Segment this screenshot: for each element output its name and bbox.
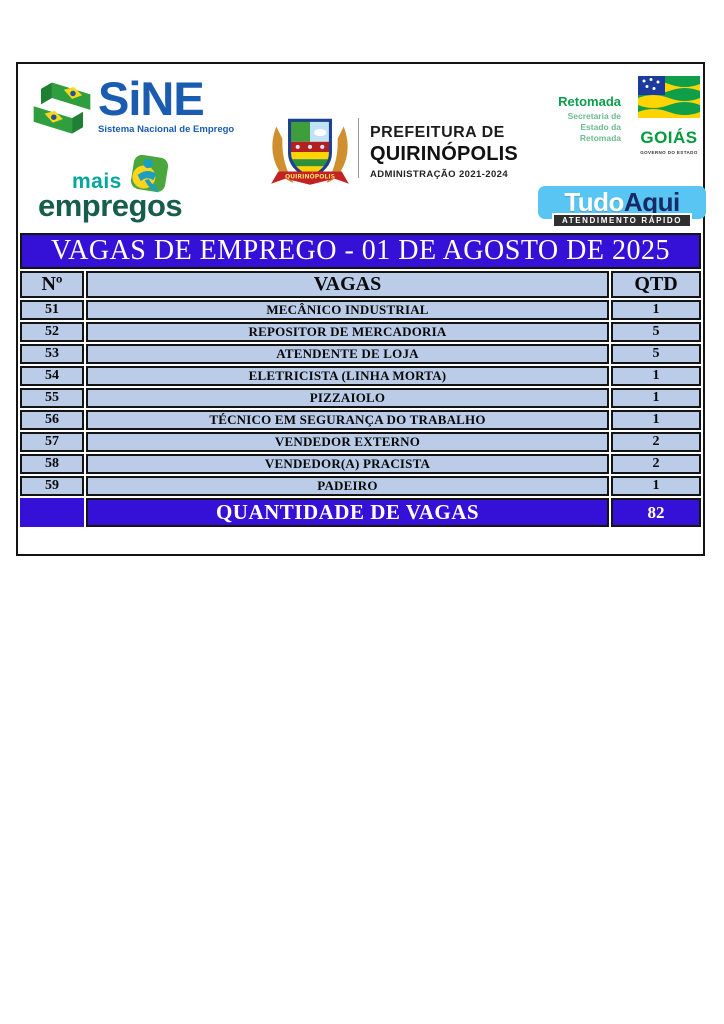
row-vaga-cell: PIZZAIOLO <box>86 388 609 408</box>
row-vaga-cell: PADEIRO <box>86 476 609 496</box>
retomada-subtitle: Secretaria de Estado da Retomada <box>521 111 621 144</box>
row-qtd-cell: 1 <box>611 300 701 320</box>
column-header-vagas: VAGAS <box>86 271 609 298</box>
row-number-cell: 56 <box>20 410 84 430</box>
row-vaga-cell: ATENDENTE DE LOJA <box>86 344 609 364</box>
row-vaga-cell: TÉCNICO EM SEGURANÇA DO TRABALHO <box>86 410 609 430</box>
row-number-cell: 51 <box>20 300 84 320</box>
footer-total-label: QUANTIDADE DE VAGAS <box>86 498 609 527</box>
row-number-cell: 59 <box>20 476 84 496</box>
retomada-title: Retomada <box>558 94 621 109</box>
goias-subtitle: GOVERNO DO ESTADO <box>640 150 698 155</box>
row-vaga-cell: MECÂNICO INDUSTRIAL <box>86 300 609 320</box>
retomada-sub-line: Secretaria de <box>567 111 621 121</box>
row-number-cell: 58 <box>20 454 84 474</box>
table-row: 55 PIZZAIOLO 1 <box>20 388 701 408</box>
prefeitura-line2: QUIRINÓPOLIS <box>370 143 518 165</box>
table-row: 59 PADEIRO 1 <box>20 476 701 496</box>
table-footer-row: QUANTIDADE DE VAGAS 82 <box>20 498 701 527</box>
prefeitura-text-block: PREFEITURA DE QUIRINÓPOLIS ADMINISTRAÇÃO… <box>370 124 518 180</box>
sine-text-block: SiNE Sistema Nacional de Emprego <box>98 72 235 135</box>
row-number-cell: 54 <box>20 366 84 386</box>
logo-header: SiNE Sistema Nacional de Emprego mais <box>18 64 706 232</box>
footer-blank-cell <box>20 498 84 527</box>
retomada-sub-line: Retomada <box>579 133 621 144</box>
table-row: 51 MECÂNICO INDUSTRIAL 1 <box>20 300 701 320</box>
sine-tagline: Sistema Nacional de Emprego <box>98 124 235 135</box>
row-vaga-cell: ELETRICISTA (LINHA MORTA) <box>86 366 609 386</box>
quirinopolis-crest-icon: QUIRINÓPOLIS <box>264 110 356 197</box>
row-number-cell: 57 <box>20 432 84 452</box>
vacancies-table: VAGAS DE EMPREGO - 01 DE AGOSTO DE 2025 … <box>18 231 703 529</box>
table-row: 57 VENDEDOR EXTERNO 2 <box>20 432 701 452</box>
table-row: 53 ATENDENTE DE LOJA 5 <box>20 344 701 364</box>
empregos-label: empregos <box>38 188 183 223</box>
sine-logo: SiNE Sistema Nacional de Emprego <box>30 72 235 147</box>
tudoaqui-word2: Aqui <box>623 187 680 217</box>
row-qtd-cell: 5 <box>611 322 701 342</box>
sine-name: SiNE <box>98 72 205 125</box>
prefeitura-line3: ADMINISTRAÇÃO 2021-2024 <box>370 169 509 180</box>
retomada-block: Retomada Secretaria de Estado da Retomad… <box>521 94 621 144</box>
row-qtd-cell: 1 <box>611 388 701 408</box>
table-row: 58 VENDEDOR(A) PRACISTA 2 <box>20 454 701 474</box>
retomada-sub-line: Estado da <box>580 122 621 133</box>
banner-title: VAGAS DE EMPREGO - 01 DE AGOSTO DE 2025 <box>20 233 701 269</box>
table-row: 52 REPOSITOR DE MERCADORIA 5 <box>20 322 701 342</box>
tudoaqui-subtitle: ATENDIMENTO RÁPIDO <box>552 213 692 228</box>
table-row: 56 TÉCNICO EM SEGURANÇA DO TRABALHO 1 <box>20 410 701 430</box>
row-vaga-cell: VENDEDOR EXTERNO <box>86 432 609 452</box>
row-number-cell: 53 <box>20 344 84 364</box>
banner-row: VAGAS DE EMPREGO - 01 DE AGOSTO DE 2025 <box>20 233 701 269</box>
row-number-cell: 55 <box>20 388 84 408</box>
goias-name: GOIÁS <box>640 128 698 147</box>
tudoaqui-logo: Tudo Aqui ATENDIMENTO RÁPIDO <box>538 186 706 232</box>
mais-label: mais <box>72 170 122 193</box>
mais-empregos-figure-icon <box>124 154 170 205</box>
row-qtd-cell: 1 <box>611 476 701 496</box>
table-header-row: Nº VAGAS QTD <box>20 271 701 298</box>
column-header-qtd: QTD <box>611 271 701 298</box>
prefeitura-line1: PREFEITURA DE <box>370 124 505 141</box>
column-header-num: Nº <box>20 271 84 298</box>
row-vaga-cell: REPOSITOR DE MERCADORIA <box>86 322 609 342</box>
row-qtd-cell: 2 <box>611 454 701 474</box>
crest-banner-text: QUIRINÓPOLIS <box>285 172 335 181</box>
row-qtd-cell: 2 <box>611 432 701 452</box>
footer-total-value: 82 <box>611 498 701 527</box>
sine-ribbon-icon <box>30 76 94 147</box>
goias-logo: GOIÁS GOVERNO DO ESTADO <box>637 76 701 155</box>
mais-empregos-logo: mais empregos <box>38 154 198 228</box>
logo-divider <box>358 118 359 178</box>
row-vaga-cell: VENDEDOR(A) PRACISTA <box>86 454 609 474</box>
row-qtd-cell: 1 <box>611 410 701 430</box>
bulletin-frame: SiNE Sistema Nacional de Emprego mais <box>16 62 706 556</box>
goias-flag-icon <box>638 76 700 122</box>
table-row: 54 ELETRICISTA (LINHA MORTA) 1 <box>20 366 701 386</box>
row-qtd-cell: 1 <box>611 366 701 386</box>
row-qtd-cell: 5 <box>611 344 701 364</box>
row-number-cell: 52 <box>20 322 84 342</box>
tudoaqui-word1: Tudo <box>564 187 624 217</box>
